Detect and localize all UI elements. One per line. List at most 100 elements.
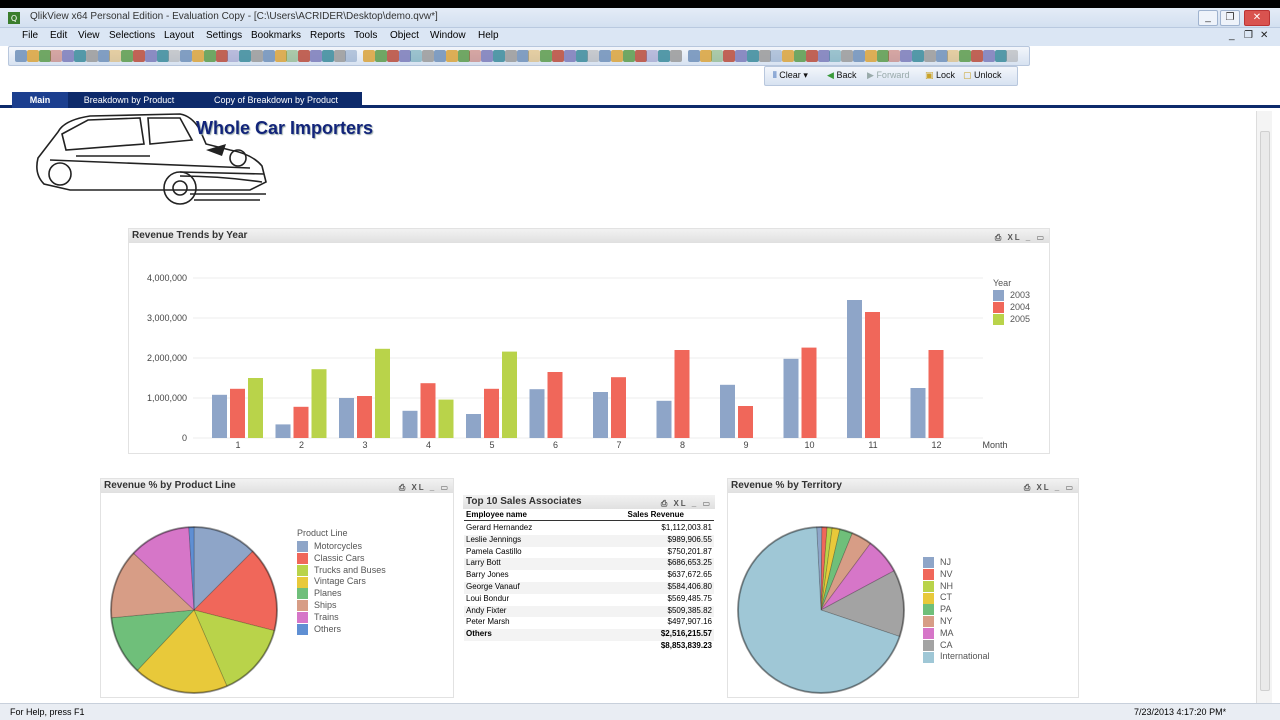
toolbar-icon-button[interactable] — [363, 50, 376, 62]
toolbar-icon-button[interactable] — [575, 50, 588, 62]
caption-icons[interactable]: ⎙ XL _ ▭ — [1023, 483, 1075, 492]
caption-icons[interactable]: ⎙ XL _ ▭ — [660, 499, 712, 508]
toolbar-icon-button[interactable] — [215, 50, 228, 62]
toolbar-icon-button[interactable] — [156, 50, 169, 62]
bar-2005-month-2[interactable] — [311, 369, 327, 438]
toolbar-icon-button[interactable] — [50, 50, 63, 62]
legend-item-others[interactable]: Others — [297, 624, 341, 635]
bar-2003-month-8[interactable] — [656, 400, 672, 438]
bar-2003-month-10[interactable] — [783, 358, 799, 438]
table-row[interactable]: Leslie Jennings $989,906.55 — [464, 534, 714, 547]
toolbar-icon-button[interactable] — [516, 50, 529, 62]
vertical-scrollbar[interactable] — [1256, 111, 1272, 703]
toolbar-icon-button[interactable] — [528, 50, 541, 62]
table-row[interactable]: George Vanauf $584,406.80 — [464, 582, 714, 594]
toolbar-icon-button[interactable] — [817, 50, 830, 62]
toolbar-icon-button[interactable] — [398, 50, 411, 62]
mdi-close-button[interactable]: ✕ — [1260, 30, 1269, 41]
bar-2003-month-6[interactable] — [529, 389, 545, 438]
pie-slice-trains[interactable] — [132, 526, 195, 611]
pie-slice-vintage-cars[interactable] — [136, 609, 228, 694]
table-row[interactable]: Peter Marsh $497,907.16 — [464, 617, 714, 629]
title-bar[interactable]: Q QlikView x64 Personal Edition - Evalua… — [0, 8, 1280, 28]
legend-item-2005[interactable]: 2005 — [993, 314, 1030, 326]
toolbar-icon-button[interactable] — [386, 50, 399, 62]
bar-2003-month-9[interactable] — [720, 384, 735, 438]
toolbar-icon-button[interactable] — [912, 50, 924, 62]
toolbar-icon-button[interactable] — [493, 50, 505, 62]
territory-chart[interactable]: Revenue % by Territory ⎙ XL _ ▭ — [727, 478, 1079, 698]
top-sales-table-box[interactable]: Top 10 Sales Associates ⎙ XL _ ▭ — [463, 495, 715, 655]
bar-2003-month-12[interactable] — [910, 388, 926, 438]
toolbar-icon-button[interactable] — [26, 50, 39, 62]
menu-help[interactable]: Help — [478, 30, 499, 41]
pie-slice-ct[interactable] — [820, 527, 841, 611]
toolbar-icon-button[interactable] — [805, 50, 818, 62]
toolbar-icon-button[interactable] — [144, 50, 157, 62]
pie-slice-nj[interactable] — [816, 526, 823, 611]
bar-2004-month-6[interactable] — [547, 372, 563, 438]
pie-slice-planes[interactable] — [110, 609, 196, 672]
toolbar-icon-button[interactable] — [168, 50, 181, 62]
table-row[interactable]: Larry Bott $686,653.25 — [464, 558, 714, 571]
toolbar-icon-button[interactable] — [121, 50, 134, 62]
column-header-employee[interactable]: Employee name — [466, 510, 527, 519]
toolbar-icon-button[interactable] — [192, 50, 204, 62]
menu-layout[interactable]: Layout — [164, 30, 195, 41]
menu-tools[interactable]: Tools — [354, 30, 378, 41]
toolbar-icon-button[interactable] — [203, 50, 216, 62]
legend-item-nh[interactable]: NH — [923, 581, 953, 592]
tab-copy-of-breakdown-by-product[interactable]: Copy of Breakdown by Product — [190, 92, 362, 108]
toolbar-icon-button[interactable] — [469, 50, 482, 62]
toolbar-icon-button[interactable] — [333, 50, 346, 62]
toolbar-icon-button[interactable] — [994, 50, 1007, 62]
close-button[interactable]: ✕ — [1244, 10, 1270, 26]
bar-2004-month-9[interactable] — [738, 406, 753, 438]
legend-item-ships[interactable]: Ships — [297, 600, 337, 612]
menu-selections[interactable]: Selections — [109, 30, 156, 41]
toolbar-icon-button[interactable] — [251, 50, 263, 62]
toolbar-icon-button[interactable] — [658, 50, 671, 62]
legend-item-classic-cars[interactable]: Classic Cars — [297, 553, 365, 564]
toolbar-icon-button[interactable] — [947, 50, 960, 62]
toolbar-icon-button[interactable] — [782, 50, 795, 62]
toolbar-icon-button[interactable] — [310, 50, 322, 62]
toolbar-icon-button[interactable] — [888, 50, 901, 62]
pie-slice-ca[interactable] — [819, 570, 905, 637]
toolbar-icon-button[interactable] — [982, 50, 995, 62]
toolbar-icon-button[interactable] — [262, 50, 275, 62]
legend-item-ct[interactable]: CT — [923, 592, 952, 604]
toolbar-icon-button[interactable] — [723, 50, 736, 62]
bar-2003-month-11[interactable] — [847, 300, 862, 438]
bar-2004-month-7[interactable] — [611, 377, 626, 438]
toolbar-icon-button[interactable] — [711, 50, 724, 62]
legend-item-motorcycles[interactable]: Motorcycles — [297, 541, 362, 553]
toolbar-icon-button[interactable] — [422, 50, 435, 62]
toolbar-icon-button[interactable] — [971, 50, 983, 62]
toolbar-icon-button[interactable] — [563, 50, 576, 62]
tab-breakdown-by-product[interactable]: Breakdown by Product — [68, 92, 190, 108]
menu-view[interactable]: View — [78, 30, 100, 41]
menu-object[interactable]: Object — [390, 30, 419, 41]
toolbar-icon-button[interactable] — [611, 50, 623, 62]
table-row[interactable]: Pamela Castillo $750,201.87 — [464, 547, 714, 559]
menu-bookmarks[interactable]: Bookmarks — [251, 30, 302, 41]
toolbar-icon-button[interactable] — [634, 50, 647, 62]
scrollbar-thumb[interactable] — [1260, 131, 1270, 691]
pie-slice-nv[interactable] — [820, 526, 828, 611]
toolbar-icon-button[interactable] — [321, 50, 334, 62]
toolbar-icon-button[interactable] — [445, 50, 458, 62]
toolbar-icon-button[interactable] — [746, 50, 759, 62]
unlock-button[interactable]: ▢ Unlock — [963, 70, 1002, 81]
bar-2004-month-8[interactable] — [674, 350, 690, 438]
legend-item-vintage-cars[interactable]: Vintage Cars — [297, 576, 366, 588]
toolbar-icon-button[interactable] — [670, 50, 682, 62]
toolbar-icon-button[interactable] — [599, 50, 612, 62]
legend-item-ma[interactable]: MA — [923, 628, 954, 639]
toolbar-icon-button[interactable] — [15, 50, 27, 62]
bar-2004-month-4[interactable] — [420, 383, 436, 438]
toolbar-icon-button[interactable] — [481, 50, 494, 62]
toolbar-icon-button[interactable] — [794, 50, 806, 62]
toolbar-icon-button[interactable] — [227, 50, 240, 62]
bar-2004-month-12[interactable] — [928, 350, 944, 438]
